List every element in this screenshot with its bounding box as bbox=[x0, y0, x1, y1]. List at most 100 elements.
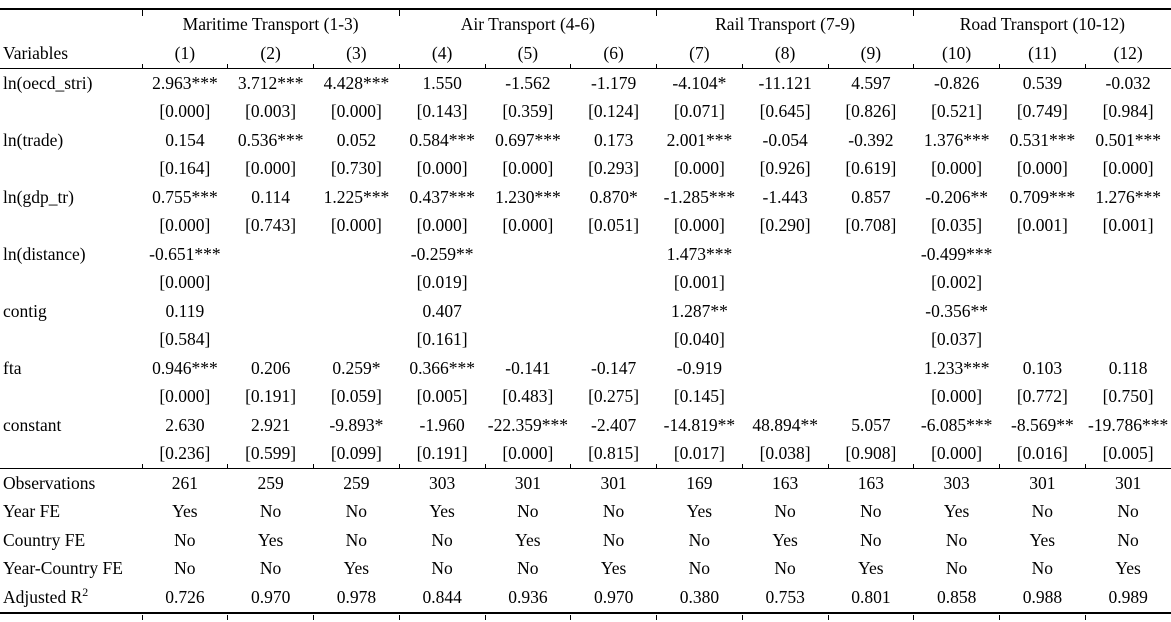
summary-value: 0.858 bbox=[913, 583, 1000, 619]
summary-value: No bbox=[1117, 501, 1139, 521]
coefficient-value: 1.225*** bbox=[323, 186, 390, 207]
coefficient-value bbox=[1000, 297, 1086, 326]
column-header-8: (8) bbox=[741, 39, 828, 69]
summary-value: No bbox=[945, 529, 968, 550]
summary-value: No bbox=[345, 529, 368, 550]
coefficient-value: -0.259** bbox=[410, 243, 474, 264]
summary-row: Year FE Yes No No Yes No No Yes No No Yes No No bbox=[0, 498, 1171, 527]
coefficient-value: 0.709*** bbox=[1009, 186, 1076, 207]
p-value-row: [0.000] [0.019] [0.001] [0.002] bbox=[0, 269, 1171, 298]
summary-value: 163 bbox=[742, 468, 828, 498]
coefficient-value: 0.103 bbox=[1022, 357, 1063, 378]
coefficient-value: -0.826 bbox=[934, 72, 980, 93]
p-value: [0.293] bbox=[588, 158, 640, 178]
coefficient-value bbox=[1085, 240, 1171, 269]
regression-table: Maritime Transport (1-3) Air Transport (… bbox=[0, 8, 1171, 619]
coefficient-row: fta 0.946*** 0.206 0.259* 0.366*** -0.141 -0.1… bbox=[0, 354, 1171, 383]
summary-section: Observations 261 259 259 303 301 301 169 163 163 3… bbox=[0, 468, 1171, 619]
summary-value: Yes bbox=[858, 558, 884, 578]
summary-value: 0.753 bbox=[741, 583, 828, 619]
coefficient-value: -6.085*** bbox=[920, 414, 993, 435]
coefficient-value: -0.499*** bbox=[920, 243, 993, 264]
coefficient-value: -9.893* bbox=[329, 414, 384, 435]
group-header-rail-transport: Rail Transport (7-9) bbox=[655, 9, 914, 39]
coefficient-value: 0.114 bbox=[251, 186, 290, 207]
p-value: [0.051] bbox=[588, 215, 640, 235]
summary-value: 0.989 bbox=[1084, 583, 1171, 619]
variable-label: ln(gdp_tr) bbox=[3, 186, 74, 207]
summary-value: No bbox=[602, 501, 625, 521]
p-value: [0.000] bbox=[245, 158, 297, 178]
coefficient-row: ln(oecd_stri) 2.963*** 3.712*** 4.428*** 1.5… bbox=[0, 69, 1171, 98]
coefficient-value: 0.946*** bbox=[152, 357, 218, 378]
summary-value: No bbox=[1031, 501, 1054, 521]
coefficient-value: 0.437*** bbox=[409, 186, 475, 207]
summary-value: No bbox=[860, 501, 882, 521]
p-value: [0.037] bbox=[931, 329, 983, 349]
p-value bbox=[742, 326, 828, 355]
column-header-3: (3) bbox=[313, 39, 400, 69]
coefficient-value: 1.287** bbox=[670, 300, 728, 321]
variable-label-spacer bbox=[0, 98, 142, 127]
p-value-row: [0.000] [0.743] [0.000] [0.000] [0.000] [0.05… bbox=[0, 212, 1171, 241]
summary-value: No bbox=[259, 558, 282, 578]
coefficient-row: ln(distance) -0.651*** -0.259** 1.473*** -0.… bbox=[0, 240, 1171, 269]
p-value: [0.908] bbox=[827, 440, 914, 469]
summary-value: 301 bbox=[1085, 468, 1171, 498]
p-value: [0.191] bbox=[398, 440, 485, 469]
p-value: [0.290] bbox=[759, 215, 811, 235]
p-value bbox=[228, 269, 314, 298]
coefficient-value: 1.550 bbox=[422, 72, 462, 93]
variable-label: contig bbox=[3, 300, 47, 321]
summary-value: Yes bbox=[1115, 558, 1141, 578]
summary-value: Yes bbox=[686, 501, 713, 521]
summary-label-text: Adjusted R bbox=[3, 586, 83, 607]
summary-value: No bbox=[259, 501, 282, 521]
p-value bbox=[228, 326, 314, 355]
summary-value: 303 bbox=[913, 468, 1000, 498]
p-value: [0.743] bbox=[245, 215, 297, 235]
coefficient-value: 1.473*** bbox=[666, 243, 733, 264]
p-value: [0.059] bbox=[330, 386, 382, 406]
coefficient-value bbox=[314, 297, 400, 326]
coefficient-value: -0.141 bbox=[505, 357, 551, 378]
variable-label-spacer bbox=[0, 155, 142, 184]
p-value: [0.815] bbox=[570, 440, 657, 469]
p-value bbox=[742, 383, 828, 412]
column-header-2: (2) bbox=[227, 39, 314, 69]
variable-label-spacer bbox=[0, 269, 142, 298]
summary-label-text: Country FE bbox=[3, 529, 86, 550]
coefficient-value bbox=[1000, 240, 1086, 269]
p-value-row: [0.000] [0.191] [0.059] [0.005] [0.483] [0.27… bbox=[0, 383, 1171, 412]
summary-value: No bbox=[345, 501, 368, 521]
summary-row: Year-Country FE No No Yes No No Yes No No Yes No No… bbox=[0, 555, 1171, 584]
summary-value: No bbox=[774, 558, 796, 578]
summary-value: No bbox=[774, 501, 796, 521]
variable-label-spacer bbox=[0, 212, 142, 241]
p-value: [0.017] bbox=[656, 440, 743, 469]
p-value bbox=[828, 326, 914, 355]
column-header-4: (4) bbox=[398, 39, 485, 69]
summary-value: 301 bbox=[999, 468, 1086, 498]
group-header-road-transport: Road Transport (10-12) bbox=[913, 9, 1171, 39]
p-value: [0.143] bbox=[416, 101, 468, 121]
coefficient-value: 0.870* bbox=[589, 186, 638, 207]
summary-value: Yes bbox=[600, 558, 627, 578]
summary-value: No bbox=[174, 558, 196, 578]
p-value: [0.001] bbox=[1102, 215, 1154, 235]
summary-label-text: Year-Country FE bbox=[3, 558, 123, 578]
column-number-row: Variables (1) (2) (3) (4) (5) (6) (7) (8… bbox=[0, 39, 1171, 69]
summary-value: 169 bbox=[656, 468, 743, 498]
coefficient-value: -11.121 bbox=[758, 72, 812, 93]
coefficient-value: 2.963*** bbox=[152, 72, 218, 93]
coefficient-value: -0.392 bbox=[848, 129, 894, 150]
p-value: [0.521] bbox=[931, 101, 983, 121]
summary-value: Yes bbox=[343, 558, 370, 578]
summary-value: Yes bbox=[943, 501, 970, 521]
p-value: [0.001] bbox=[673, 272, 725, 292]
summary-value: Yes bbox=[172, 501, 198, 521]
summary-value: 0.970 bbox=[227, 583, 314, 619]
coefficient-row: constant 2.630 2.921 -9.893* -1.960 -22.359**… bbox=[0, 411, 1171, 440]
coefficient-value: -1.285*** bbox=[663, 186, 736, 207]
variable-label-spacer bbox=[0, 440, 142, 469]
